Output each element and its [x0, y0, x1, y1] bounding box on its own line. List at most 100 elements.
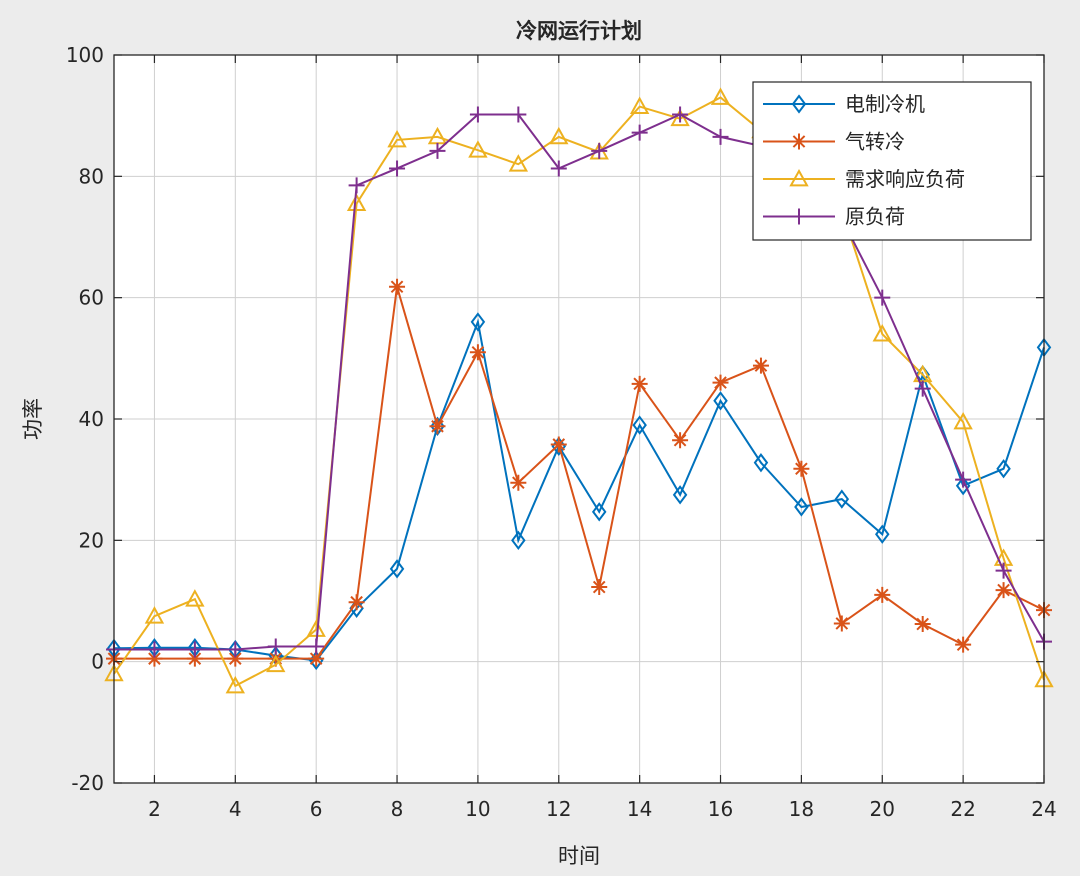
data-point	[874, 586, 891, 603]
data-point	[389, 559, 405, 579]
data-point	[955, 476, 971, 496]
data-point	[550, 160, 567, 177]
legend-marker	[789, 168, 809, 187]
data-point	[914, 380, 931, 397]
legend-marker	[791, 208, 807, 225]
data-point	[510, 106, 527, 123]
data-point	[953, 411, 973, 430]
series-line	[113, 318, 1045, 662]
data-point	[227, 650, 244, 667]
data-point	[670, 108, 690, 127]
data-point	[225, 675, 246, 694]
x-tick-label: 8	[391, 797, 404, 821]
data-point	[468, 140, 488, 158]
data-point	[833, 615, 850, 632]
y-tick-label: 0	[91, 650, 104, 674]
data-point	[672, 485, 688, 505]
data-point	[794, 497, 809, 517]
x-tick-label: 22	[950, 797, 975, 821]
x-tick-label: 12	[546, 797, 571, 821]
data-point	[875, 524, 890, 544]
data-point	[550, 436, 567, 453]
data-point	[144, 606, 165, 624]
chart-title: 冷网运行计划	[516, 19, 642, 43]
x-tick-label: 4	[229, 797, 242, 821]
y-tick-label: 100	[66, 43, 104, 67]
x-tick-label: 24	[1031, 797, 1056, 821]
data-point	[955, 471, 972, 488]
y-tick-label: 40	[79, 407, 104, 431]
data-point	[470, 312, 486, 332]
x-tick-label: 20	[870, 797, 895, 821]
data-point	[672, 106, 689, 123]
data-point	[752, 357, 769, 374]
data-point	[346, 193, 367, 212]
data-point	[227, 641, 244, 658]
x-tick-label: 10	[465, 797, 490, 821]
data-point	[308, 650, 325, 667]
data-point	[146, 650, 163, 667]
data-point	[631, 375, 648, 392]
series-group	[106, 278, 1052, 667]
data-point	[186, 650, 203, 667]
data-point	[712, 374, 729, 391]
data-point	[186, 641, 203, 658]
data-point	[995, 582, 1012, 599]
legend-label: 需求响应负荷	[845, 167, 965, 191]
y-tick-label: -20	[71, 771, 104, 795]
data-point	[308, 638, 325, 655]
y-axis-label: 功率	[21, 398, 45, 440]
data-point	[996, 459, 1011, 479]
data-point	[995, 562, 1012, 579]
y-tick-label: 80	[79, 164, 104, 188]
y-tick-label: 20	[79, 528, 104, 552]
data-point	[712, 128, 729, 145]
data-point	[753, 453, 769, 473]
x-tick-label: 18	[789, 797, 814, 821]
data-point	[389, 278, 406, 295]
data-point	[511, 530, 526, 550]
data-point	[914, 616, 931, 633]
data-point	[793, 460, 810, 477]
data-point	[591, 142, 608, 159]
legend-label: 电制冷机	[845, 92, 925, 116]
data-point	[469, 106, 486, 123]
data-point	[429, 142, 446, 159]
x-tick-label: 6	[310, 797, 323, 821]
legend-label: 原负荷	[845, 205, 905, 229]
data-point	[955, 636, 972, 653]
data-point	[631, 124, 648, 141]
data-point	[348, 177, 365, 194]
data-point	[389, 160, 406, 177]
x-tick-label: 14	[627, 797, 652, 821]
legend-marker	[791, 133, 807, 150]
y-tick-label: 60	[79, 286, 104, 310]
data-point	[713, 391, 728, 411]
legend-label: 气转冷	[845, 130, 905, 154]
data-point	[629, 96, 650, 114]
data-point	[591, 579, 608, 596]
data-point	[872, 324, 892, 342]
legend-marker	[791, 94, 807, 114]
x-axis-label: 时间	[558, 844, 600, 868]
data-point	[549, 126, 569, 145]
data-point	[266, 654, 286, 673]
x-tick-label: 2	[148, 797, 161, 821]
data-point	[348, 594, 365, 611]
data-point	[710, 87, 731, 105]
data-point	[834, 489, 850, 509]
series-layer	[104, 87, 1054, 694]
data-point	[632, 415, 647, 435]
data-point	[429, 418, 446, 435]
x-tick-label: 16	[708, 797, 733, 821]
data-point	[508, 154, 529, 172]
data-point	[469, 344, 486, 361]
series-group	[106, 106, 1052, 658]
data-point	[510, 474, 527, 491]
data-point	[591, 502, 607, 522]
data-point	[185, 589, 205, 607]
data-point	[146, 641, 163, 658]
